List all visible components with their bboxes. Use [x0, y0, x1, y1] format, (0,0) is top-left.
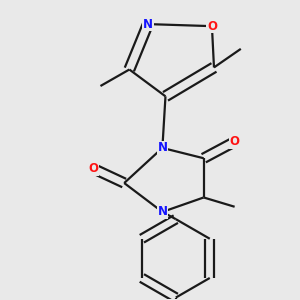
- Text: O: O: [88, 162, 98, 175]
- Text: N: N: [158, 206, 167, 218]
- Text: O: O: [230, 135, 240, 148]
- Text: O: O: [207, 20, 217, 33]
- Text: N: N: [143, 18, 153, 31]
- Text: N: N: [158, 141, 167, 154]
